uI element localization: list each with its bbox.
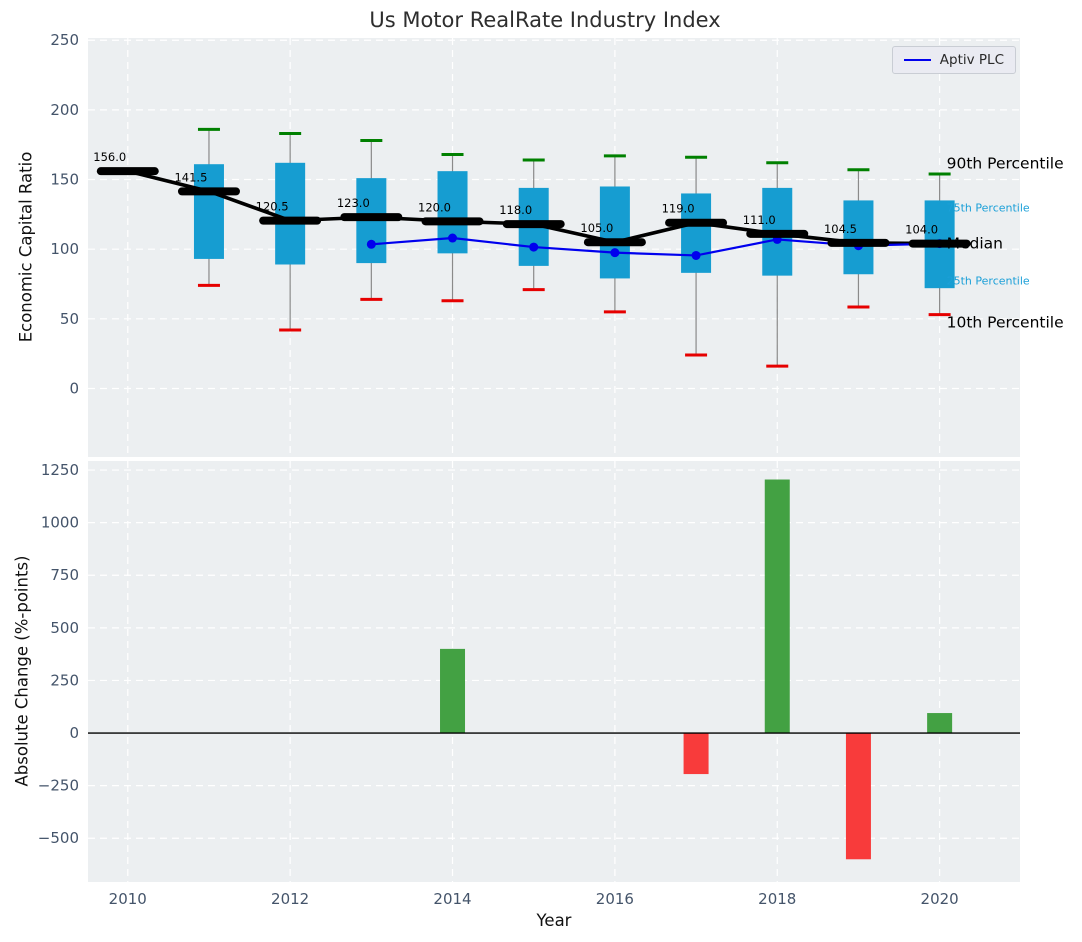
bottom-y-tick-label: 250 bbox=[50, 671, 79, 689]
bottom-chart-canvas: −500 −250 0 250 500 750 1000 1250 2010 2012 2014 20… bbox=[38, 461, 1020, 908]
annotation-median: Median bbox=[947, 235, 1003, 253]
annotation-25th-percentile: 25th Percentile bbox=[947, 275, 1030, 288]
top-y-tick-label: 0 bbox=[69, 379, 79, 397]
legend[interactable]: Aptiv PLC bbox=[891, 46, 1016, 74]
aptiv-point-2016 bbox=[610, 248, 620, 258]
median-value-label-2016: 105.0 bbox=[580, 221, 613, 235]
top-y-tick-label: 100 bbox=[50, 240, 79, 258]
median-value-label-2019: 104.5 bbox=[824, 222, 857, 236]
bar-2018 bbox=[764, 479, 790, 734]
x-tick-label-2012: 2012 bbox=[271, 890, 309, 908]
bottom-y-tick-label: 500 bbox=[50, 619, 79, 637]
bottom-y-tick-label: 0 bbox=[69, 724, 79, 742]
bottom-y-tick-label: 750 bbox=[50, 566, 79, 584]
bottom-y-tick-label: −500 bbox=[38, 829, 79, 847]
median-value-label-2020: 104.0 bbox=[905, 223, 938, 237]
bottom-y-tick-label: 1000 bbox=[41, 514, 79, 532]
bottom-chart: −500 −250 0 250 500 750 1000 1250 2010 2012 2014 20… bbox=[38, 461, 1020, 908]
x-tick-label-2018: 2018 bbox=[758, 890, 796, 908]
top-y-axis-label: Economic Capital Ratio bbox=[16, 151, 36, 343]
bar-2017 bbox=[683, 733, 709, 775]
box-2019 bbox=[843, 200, 874, 275]
chart-title: Us Motor RealRate Industry Index bbox=[369, 8, 721, 32]
annotation-75th-percentile: 75th Percentile bbox=[947, 201, 1030, 214]
bar-2014 bbox=[440, 648, 466, 734]
top-y-tick-label: 250 bbox=[50, 31, 79, 49]
aptiv-point-2013 bbox=[366, 239, 376, 249]
bottom-y-tick-label: −250 bbox=[38, 777, 79, 795]
x-tick-label-2010: 2010 bbox=[109, 890, 147, 908]
top-chart: 0 50 100 150 200 250 156.0 141.5 120.5 123.0 120.0… bbox=[50, 31, 1064, 457]
top-y-tick-label: 50 bbox=[60, 310, 79, 328]
median-value-label-2014: 120.0 bbox=[418, 200, 451, 214]
median-value-label-2018: 111.0 bbox=[743, 213, 776, 227]
aptiv-point-2017 bbox=[691, 250, 701, 260]
median-value-label-2017: 119.0 bbox=[662, 202, 695, 216]
bottom-y-tick-label: 1250 bbox=[41, 461, 79, 479]
annotation-90th-percentile: 90th Percentile bbox=[947, 155, 1064, 173]
top-chart-canvas: 0 50 100 150 200 250 156.0 141.5 120.5 123.0 120.0… bbox=[50, 31, 1064, 457]
bar-2019 bbox=[845, 733, 871, 860]
bottom-y-axis-label: Absolute Change (%-points) bbox=[12, 555, 32, 787]
aptiv-point-2015 bbox=[529, 242, 539, 252]
bar-2020 bbox=[927, 713, 953, 734]
median-value-label-2010: 156.0 bbox=[93, 150, 126, 164]
median-value-label-2013: 123.0 bbox=[337, 196, 370, 210]
box-2011 bbox=[193, 164, 224, 259]
x-tick-label-2016: 2016 bbox=[596, 890, 634, 908]
x-tick-label-2020: 2020 bbox=[921, 890, 959, 908]
box-2016 bbox=[599, 186, 630, 279]
legend-line-swatch bbox=[903, 59, 931, 61]
median-value-label-2011: 141.5 bbox=[174, 170, 207, 184]
x-axis-label: Year bbox=[536, 911, 572, 930]
x-tick-label-2014: 2014 bbox=[433, 890, 471, 908]
annotation-10th-percentile: 10th Percentile bbox=[947, 313, 1064, 331]
box-2012 bbox=[275, 162, 306, 265]
median-value-label-2012: 120.5 bbox=[256, 200, 289, 214]
top-y-tick-label: 200 bbox=[50, 101, 79, 119]
median-value-label-2015: 118.0 bbox=[499, 203, 532, 217]
legend-label: Aptiv PLC bbox=[939, 52, 1004, 68]
aptiv-point-2014 bbox=[448, 233, 458, 243]
top-y-tick-label: 150 bbox=[50, 171, 79, 189]
